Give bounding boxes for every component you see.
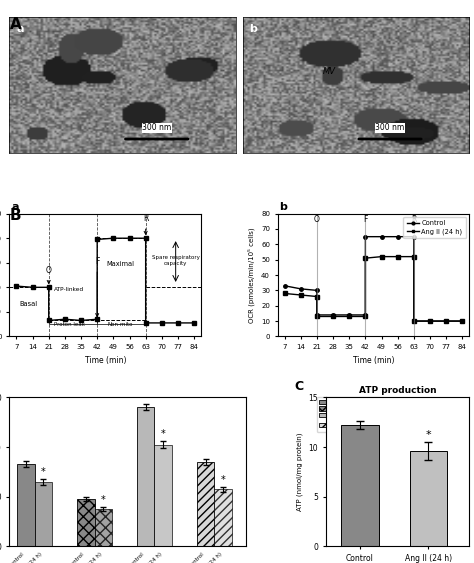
Ang II (24 h)	[363, 313, 368, 320]
Text: F: F	[95, 257, 100, 316]
Ang II (24 h)	[427, 318, 433, 324]
Text: *: *	[426, 430, 431, 440]
Control	[379, 233, 384, 240]
X-axis label: Time (min): Time (min)	[353, 356, 394, 365]
Text: Proton leak: Proton leak	[54, 322, 85, 327]
Text: O: O	[314, 215, 320, 224]
Control	[330, 311, 336, 318]
Text: Basal: Basal	[19, 301, 37, 307]
Bar	[137, 408, 155, 546]
Text: R: R	[143, 215, 148, 234]
Bar	[341, 425, 379, 546]
Control	[363, 311, 368, 318]
Text: MV: MV	[322, 66, 335, 75]
Text: *: *	[41, 467, 46, 477]
Y-axis label: ATP (nmol/mg protein): ATP (nmol/mg protein)	[297, 432, 303, 511]
Text: R: R	[411, 215, 417, 224]
Bar	[197, 462, 214, 546]
Text: 300 nm: 300 nm	[142, 123, 171, 132]
Text: Spare respiratory
capacity: Spare respiratory capacity	[152, 255, 200, 266]
Text: b: b	[250, 24, 257, 34]
Line: Ang II (24 h): Ang II (24 h)	[283, 255, 464, 323]
Text: 300 nm: 300 nm	[375, 123, 405, 132]
Control	[314, 287, 320, 294]
Control	[346, 311, 352, 318]
Text: Non-mito: Non-mito	[108, 322, 133, 327]
Ang II (24 h)	[395, 253, 401, 260]
Bar	[410, 451, 447, 546]
Control	[427, 318, 433, 324]
Ang II (24 h)	[443, 318, 449, 324]
Y-axis label: OCR (pmoles/min/10⁵ cells): OCR (pmoles/min/10⁵ cells)	[248, 227, 255, 323]
Text: F: F	[363, 215, 367, 224]
Legend: Basal OCR, ATP-linked OCR, Maximal OCR, Spare respiratory
capacity: Basal OCR, ATP-linked OCR, Maximal OCR, …	[317, 397, 381, 432]
Title: ATP production: ATP production	[359, 386, 437, 395]
Control	[395, 233, 401, 240]
Text: *: *	[161, 429, 165, 439]
Text: b: b	[280, 203, 287, 212]
X-axis label: Time (min): Time (min)	[84, 356, 126, 365]
Ang II (24 h)	[330, 313, 336, 320]
Bar	[17, 464, 35, 546]
Text: ATP-linked: ATP-linked	[55, 287, 84, 292]
Legend: Control, Ang II (24 h): Control, Ang II (24 h)	[403, 217, 466, 238]
Text: *: *	[101, 495, 106, 505]
Ang II (24 h)	[314, 313, 320, 320]
Control	[282, 283, 287, 289]
Ang II (24 h)	[379, 253, 384, 260]
Control	[314, 311, 320, 318]
Text: A: A	[9, 17, 21, 32]
Bar	[94, 509, 112, 546]
Ang II (24 h)	[363, 255, 368, 262]
Ang II (24 h)	[411, 253, 417, 260]
Control	[298, 285, 304, 292]
Control	[459, 318, 465, 324]
Ang II (24 h)	[346, 313, 352, 320]
Ang II (24 h)	[459, 318, 465, 324]
Text: B: B	[9, 208, 21, 223]
Text: a: a	[16, 24, 24, 34]
Text: C: C	[294, 380, 303, 393]
Text: *: *	[221, 475, 226, 485]
Ang II (24 h)	[282, 290, 287, 297]
Control	[363, 233, 368, 240]
Bar	[155, 445, 172, 546]
Text: Maximal: Maximal	[106, 261, 134, 267]
Control	[443, 318, 449, 324]
Ang II (24 h)	[411, 318, 417, 324]
Control	[411, 233, 417, 240]
Ang II (24 h)	[314, 293, 320, 300]
Bar	[214, 489, 232, 546]
Ang II (24 h)	[298, 292, 304, 298]
Text: O: O	[46, 266, 52, 283]
Bar	[35, 482, 52, 546]
Control	[411, 318, 417, 324]
Bar	[77, 499, 94, 546]
Line: Control: Control	[283, 235, 464, 323]
Text: a: a	[11, 203, 19, 212]
